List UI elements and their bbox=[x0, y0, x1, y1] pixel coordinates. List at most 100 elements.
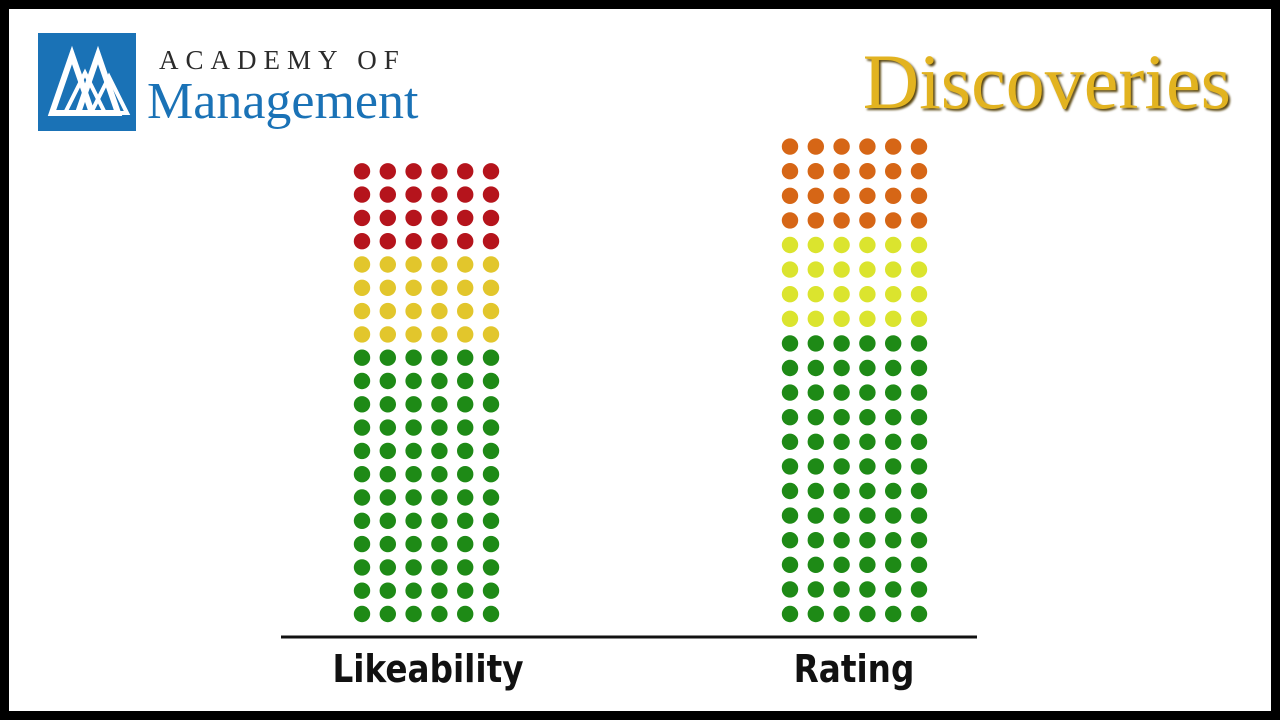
dot-rating-seg2 bbox=[833, 187, 850, 204]
dot-likeability-seg1 bbox=[379, 326, 396, 343]
dot-rating-seg1 bbox=[859, 310, 876, 327]
dot-likeability-seg0 bbox=[431, 489, 448, 506]
dot-rating-seg2 bbox=[833, 138, 850, 155]
dot-likeability-seg0 bbox=[482, 419, 500, 436]
dot-likeability-seg2 bbox=[431, 186, 448, 203]
dot-likeability-seg0 bbox=[457, 512, 474, 529]
dot-rating-seg1 bbox=[910, 261, 928, 278]
dot-rating-seg0 bbox=[859, 482, 876, 500]
dot-rating-seg0 bbox=[833, 581, 850, 598]
dot-rating-seg1 bbox=[807, 286, 824, 303]
dot-likeability-seg0 bbox=[431, 442, 448, 460]
dot-rating-seg0 bbox=[885, 335, 902, 352]
dot-rating-seg0 bbox=[859, 507, 876, 524]
dot-likeability-seg2 bbox=[482, 209, 500, 227]
dot-rating-seg0 bbox=[885, 458, 902, 475]
dot-likeability-seg0 bbox=[457, 372, 474, 390]
dot-likeability-seg0 bbox=[353, 489, 371, 506]
dot-stack-rating bbox=[781, 138, 928, 623]
dot-rating-seg0 bbox=[910, 359, 928, 377]
dot-rating-seg2 bbox=[859, 138, 876, 155]
dot-likeability-seg2 bbox=[431, 233, 448, 250]
dot-rating-seg2 bbox=[781, 187, 799, 204]
dot-likeability-seg0 bbox=[405, 466, 422, 483]
dot-rating-seg0 bbox=[833, 409, 850, 426]
dot-rating-seg0 bbox=[807, 581, 824, 598]
dot-likeability-seg0 bbox=[353, 605, 371, 623]
dot-rating-seg0 bbox=[859, 335, 876, 352]
dot-rating-seg0 bbox=[781, 335, 799, 352]
dot-rating-seg0 bbox=[807, 605, 824, 623]
dot-likeability-seg2 bbox=[405, 233, 422, 250]
dot-rating-seg1 bbox=[910, 310, 928, 327]
dot-likeability-seg1 bbox=[457, 279, 474, 296]
dot-likeability-seg0 bbox=[353, 372, 371, 390]
dot-likeability-seg2 bbox=[353, 233, 371, 250]
dot-likeability-seg1 bbox=[482, 279, 500, 296]
dot-likeability-seg0 bbox=[379, 559, 396, 576]
dot-rating-seg0 bbox=[910, 556, 928, 573]
dot-rating-seg1 bbox=[781, 286, 799, 303]
dot-likeability-seg0 bbox=[431, 559, 448, 576]
dot-rating-seg0 bbox=[833, 482, 850, 500]
dot-likeability-seg0 bbox=[482, 535, 500, 553]
dot-likeability-seg1 bbox=[457, 302, 474, 320]
category-label-likeability: Likeability bbox=[332, 647, 524, 691]
dot-rating-seg0 bbox=[833, 458, 850, 475]
dot-likeability-seg1 bbox=[353, 326, 371, 343]
dot-rating-seg0 bbox=[781, 409, 799, 426]
dot-rating-seg2 bbox=[859, 212, 876, 229]
dot-likeability-seg2 bbox=[482, 163, 500, 180]
dot-rating-seg2 bbox=[781, 138, 799, 155]
dot-rating-seg0 bbox=[885, 384, 902, 401]
dot-rating-seg1 bbox=[807, 310, 824, 327]
dot-rating-seg0 bbox=[885, 532, 902, 549]
dot-rating-seg0 bbox=[807, 507, 824, 524]
dot-rating-seg0 bbox=[833, 605, 850, 623]
dot-rating-seg0 bbox=[833, 335, 850, 352]
dot-rating-seg1 bbox=[885, 236, 902, 254]
dot-likeability-seg1 bbox=[431, 326, 448, 343]
dot-rating-seg2 bbox=[781, 212, 799, 229]
org-name-line-2: Management bbox=[147, 73, 419, 130]
dot-likeability-seg0 bbox=[405, 512, 422, 529]
dot-likeability-seg0 bbox=[457, 535, 474, 553]
dot-rating-seg2 bbox=[885, 163, 902, 180]
dot-likeability-seg0 bbox=[405, 605, 422, 623]
dot-likeability-seg0 bbox=[379, 512, 396, 529]
dot-likeability-seg2 bbox=[457, 163, 474, 180]
dot-likeability-seg2 bbox=[431, 209, 448, 227]
dot-likeability-seg1 bbox=[457, 256, 474, 273]
dot-rating-seg2 bbox=[859, 163, 876, 180]
dot-rating-seg0 bbox=[910, 409, 928, 426]
dot-likeability-seg0 bbox=[405, 442, 422, 460]
dot-rating-seg0 bbox=[781, 384, 799, 401]
dot-rating-seg1 bbox=[859, 261, 876, 278]
dot-likeability-seg1 bbox=[482, 256, 500, 273]
dot-likeability-seg0 bbox=[353, 349, 371, 366]
dot-likeability-seg1 bbox=[379, 256, 396, 273]
dot-chart bbox=[281, 138, 977, 639]
dot-likeability-seg2 bbox=[353, 209, 371, 227]
dot-rating-seg1 bbox=[781, 261, 799, 278]
dot-likeability-seg0 bbox=[457, 489, 474, 506]
dot-rating-seg0 bbox=[807, 458, 824, 475]
dot-likeability-seg2 bbox=[482, 233, 500, 250]
dot-likeability-seg0 bbox=[482, 605, 500, 623]
dot-likeability-seg0 bbox=[457, 419, 474, 436]
dot-likeability-seg0 bbox=[379, 372, 396, 390]
dot-likeability-seg2 bbox=[457, 233, 474, 250]
dot-likeability-seg1 bbox=[353, 256, 371, 273]
dot-rating-seg0 bbox=[910, 507, 928, 524]
dot-likeability-seg1 bbox=[405, 256, 422, 273]
dot-rating-seg1 bbox=[859, 286, 876, 303]
dot-rating-seg0 bbox=[781, 605, 799, 623]
dot-likeability-seg2 bbox=[457, 209, 474, 227]
dot-likeability-seg2 bbox=[353, 163, 371, 180]
dot-rating-seg1 bbox=[910, 236, 928, 254]
video-frame: ACADEMY OF Management Discoveries Likeab… bbox=[9, 9, 1271, 711]
dot-rating-seg1 bbox=[833, 286, 850, 303]
dot-rating-seg2 bbox=[781, 163, 799, 180]
dot-likeability-seg1 bbox=[457, 326, 474, 343]
dot-rating-seg2 bbox=[807, 163, 824, 180]
